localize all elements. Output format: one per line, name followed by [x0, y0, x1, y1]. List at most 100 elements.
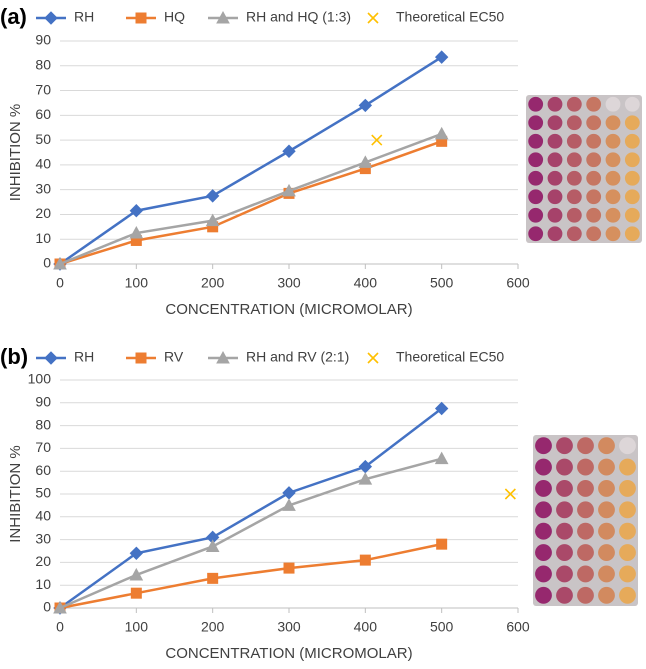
well	[619, 458, 636, 476]
well	[619, 501, 636, 519]
well	[547, 133, 563, 149]
y-tick-label: 90	[35, 32, 51, 48]
x-tick-label: 100	[125, 619, 149, 635]
marker	[436, 538, 448, 550]
y-tick-label: 40	[35, 156, 51, 172]
well	[624, 226, 640, 242]
well	[556, 522, 573, 540]
well	[528, 152, 544, 168]
x-axis-label: CONCENTRATION (MICROMOLAR)	[165, 645, 412, 662]
well	[535, 480, 552, 497]
well	[619, 586, 636, 604]
well	[605, 152, 621, 168]
well	[619, 480, 636, 497]
y-tick-label: 100	[28, 371, 52, 387]
series-line	[59, 457, 442, 610]
panel-label: (a)	[0, 4, 27, 29]
well	[566, 152, 582, 168]
x-tick-label: 300	[277, 275, 301, 291]
series-line	[59, 132, 443, 266]
y-tick-label: 0	[43, 599, 51, 615]
well	[586, 133, 602, 149]
marker	[358, 472, 373, 485]
marker	[367, 352, 379, 364]
well	[566, 207, 582, 223]
series-line	[59, 56, 443, 266]
well	[598, 522, 615, 540]
legend-label: RH and RV (2:1)	[246, 349, 349, 365]
marker	[129, 546, 144, 560]
well	[586, 207, 602, 223]
marker	[205, 189, 220, 203]
well	[598, 437, 615, 455]
well	[528, 207, 544, 223]
well	[528, 170, 544, 186]
well	[528, 226, 544, 242]
well	[577, 544, 594, 561]
marker	[129, 567, 144, 581]
marker	[358, 98, 373, 113]
marker	[135, 12, 147, 24]
well	[535, 522, 552, 540]
x-axis-label: CONCENTRATION (MICROMOLAR)	[165, 301, 412, 318]
x-tick-label: 400	[354, 619, 378, 635]
well	[624, 170, 640, 186]
x-tick-label: 500	[430, 619, 454, 635]
well	[586, 96, 602, 112]
well	[624, 96, 640, 112]
well	[624, 133, 640, 149]
legend-label: RV	[164, 349, 184, 365]
marker	[205, 213, 220, 227]
well	[605, 115, 621, 131]
well	[547, 152, 563, 168]
marker	[359, 554, 371, 566]
well	[547, 226, 563, 242]
well	[598, 565, 615, 583]
y-tick-label: 60	[35, 106, 51, 122]
well	[605, 207, 621, 223]
well	[535, 458, 552, 476]
y-tick-label: 80	[35, 56, 51, 72]
well	[586, 170, 602, 186]
y-tick-label: 50	[35, 485, 51, 501]
well	[547, 207, 563, 223]
well	[586, 152, 602, 168]
legend-label: Theoretical EC50	[396, 9, 504, 25]
well	[566, 96, 582, 112]
series-line	[59, 542, 442, 610]
legend-label: RH	[74, 9, 94, 25]
plate-photo	[526, 95, 642, 243]
marker	[135, 352, 147, 364]
well	[528, 189, 544, 205]
well	[556, 544, 573, 561]
legend-label: HQ	[164, 9, 185, 25]
legend-label: Theoretical EC50	[396, 349, 504, 365]
y-tick-label: 40	[35, 508, 51, 524]
marker	[283, 562, 295, 574]
well	[547, 189, 563, 205]
marker	[282, 486, 296, 500]
y-tick-label: 60	[35, 462, 51, 478]
marker	[129, 204, 144, 218]
x-tick-label: 100	[125, 275, 149, 291]
marker	[44, 351, 58, 365]
marker	[53, 256, 67, 270]
y-tick-label: 20	[35, 553, 51, 569]
y-tick-label: 20	[35, 205, 51, 221]
well	[566, 189, 582, 205]
y-tick-label: 70	[35, 81, 51, 97]
well	[528, 115, 544, 131]
marker	[358, 155, 373, 168]
marker	[371, 134, 383, 146]
well	[624, 152, 640, 168]
well	[535, 437, 552, 455]
marker	[434, 126, 449, 140]
well	[547, 96, 563, 112]
marker	[216, 10, 230, 24]
well	[619, 522, 636, 540]
well	[566, 226, 582, 242]
well	[577, 522, 594, 540]
y-tick-label: 90	[35, 394, 51, 410]
well	[535, 544, 552, 561]
